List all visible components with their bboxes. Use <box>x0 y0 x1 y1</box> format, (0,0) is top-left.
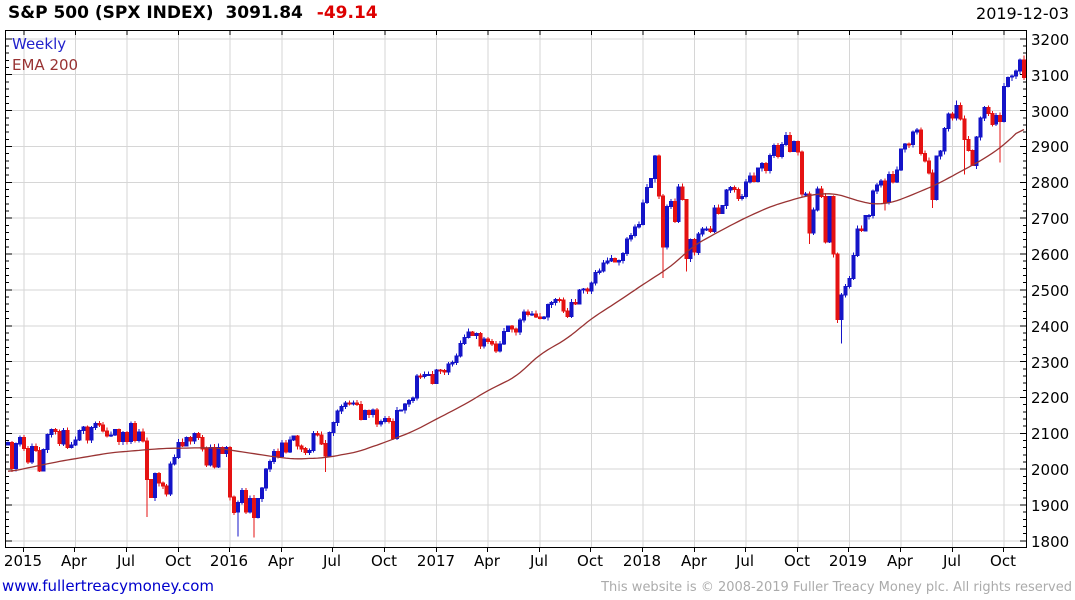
ema-line <box>7 128 1025 472</box>
x-axis-label: Apr <box>681 552 707 570</box>
plot-area[interactable] <box>5 30 1027 548</box>
x-axis-label: Apr <box>268 552 294 570</box>
x-axis-label: Jul <box>529 552 549 570</box>
x-axis-tick <box>590 548 591 552</box>
y-axis-label: 2900 <box>1031 138 1070 157</box>
x-axis-tick <box>848 548 849 552</box>
x-axis-tick <box>1003 548 1004 552</box>
x-axis-label: Jul <box>322 552 342 570</box>
x-axis-tick <box>487 548 488 552</box>
x-axis-label: Apr <box>887 552 913 570</box>
x-axis-label: Jul <box>735 552 755 570</box>
y-axis-label: 2300 <box>1031 353 1070 372</box>
y-axis-label: 2700 <box>1031 210 1070 229</box>
x-axis-label: Oct <box>577 552 603 570</box>
y-axis-label: 1800 <box>1031 532 1070 551</box>
x-axis-tick <box>694 548 695 552</box>
x-axis-label: Jul <box>942 552 962 570</box>
up-candles <box>6 58 1022 537</box>
x-axis-tick <box>74 548 75 552</box>
x-axis-tick <box>384 548 385 552</box>
x-axis-label: 2017 <box>416 552 456 570</box>
down-candles <box>10 55 1026 538</box>
legend-ema-label: EMA 200 <box>12 56 79 74</box>
x-axis-label: Apr <box>61 552 87 570</box>
x-axis-tick <box>178 548 179 552</box>
site-link[interactable]: www.fullertreacymoney.com <box>2 577 215 595</box>
y-axis-label: 2800 <box>1031 174 1070 193</box>
y-axis-label: 2400 <box>1031 317 1070 336</box>
x-axis-tick <box>229 548 230 552</box>
y-axis-label: 3000 <box>1031 102 1070 121</box>
x-axis-label: Oct <box>371 552 397 570</box>
price-change: -49.14 <box>316 3 378 23</box>
x-axis-tick <box>281 548 282 552</box>
x-axis-label: Oct <box>165 552 191 570</box>
x-axis-label: Jul <box>116 552 136 570</box>
y-axis-label: 1900 <box>1031 497 1070 516</box>
y-axis-label: 3100 <box>1031 66 1070 85</box>
x-axis-tick <box>332 548 333 552</box>
x-axis-tick <box>539 548 540 552</box>
x-axis-tick <box>23 548 24 552</box>
y-axis-label: 3200 <box>1031 30 1070 49</box>
x-axis-label: Oct <box>990 552 1016 570</box>
as-of-date: 2019-12-03 <box>976 4 1069 23</box>
y-axis-label: 2500 <box>1031 281 1070 300</box>
x-axis-tick <box>797 548 798 552</box>
y-axis-label: 2000 <box>1031 461 1070 480</box>
x-axis-label: 2015 <box>3 552 43 570</box>
x-axis-label: 2016 <box>209 552 249 570</box>
last-price: 3091.84 <box>225 3 303 23</box>
copyright-text: This website is © 2008-2019 Fuller Treac… <box>601 580 1072 595</box>
y-axis: 3200 3100 3000 2900 2800 2700 2600 2500 2400 2300… <box>1031 30 1075 551</box>
x-axis-tick <box>642 548 643 552</box>
x-axis: 2015 Apr Jul Oct 2016 Apr Jul Oct 2017 Apr Jul Oct 2… <box>3 548 1027 571</box>
x-axis-tick <box>745 548 746 552</box>
x-axis-tick <box>436 548 437 552</box>
x-axis-label: 2019 <box>828 552 868 570</box>
x-axis-tick <box>952 548 953 552</box>
x-axis-label: 2018 <box>622 552 662 570</box>
candlestick-chart[interactable] <box>6 31 1026 547</box>
x-axis-tick <box>900 548 901 552</box>
y-axis-label: 2100 <box>1031 425 1070 444</box>
legend-weekly-label: Weekly <box>12 35 67 53</box>
instrument-title: S&P 500 (SPX INDEX) <box>8 3 214 23</box>
chart-header: S&P 500 (SPX INDEX) 3091.84 -49.14 <box>8 3 378 23</box>
x-axis-label: Apr <box>474 552 500 570</box>
x-axis-tick <box>126 548 127 552</box>
y-axis-label: 2600 <box>1031 246 1070 265</box>
y-axis-label: 2200 <box>1031 389 1070 408</box>
x-axis-label: Oct <box>784 552 810 570</box>
